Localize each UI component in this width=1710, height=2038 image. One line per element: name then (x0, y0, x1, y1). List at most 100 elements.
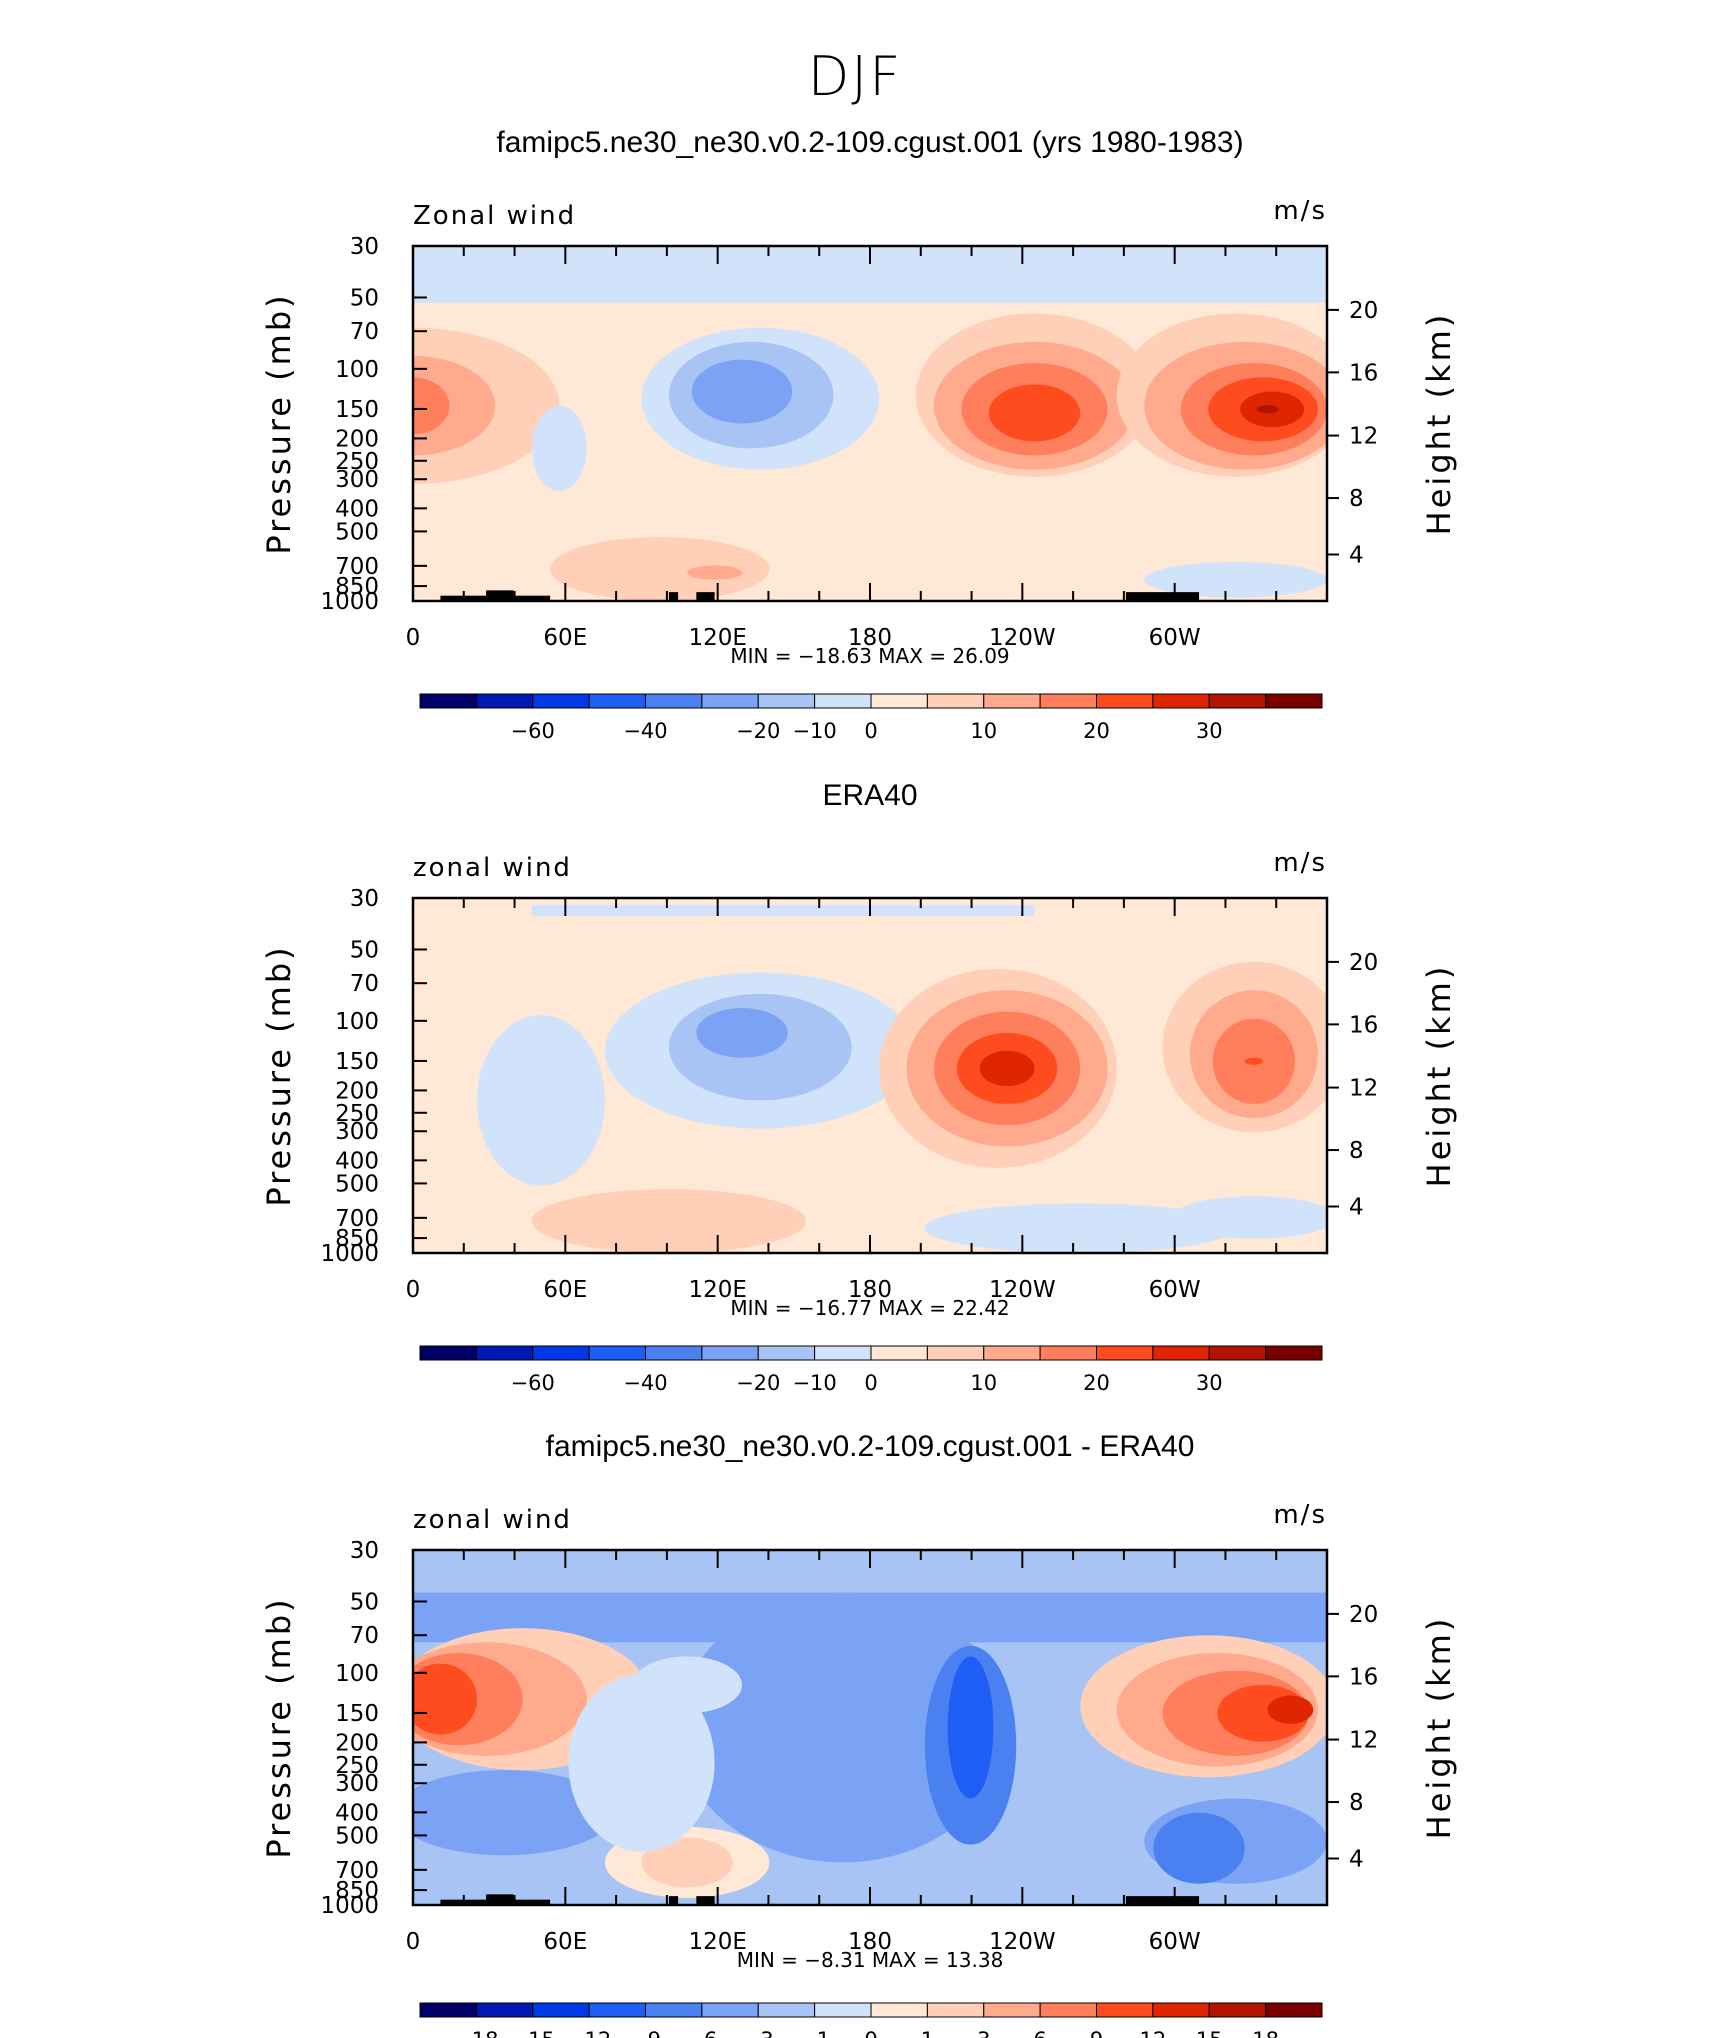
colorbar-swatch (419, 2002, 477, 2018)
contour-band (924, 1203, 1236, 1253)
colorbar-label: 20 (1083, 1371, 1110, 1395)
colorbar-label: 3 (977, 2028, 990, 2038)
colorbar-swatch (1265, 693, 1323, 709)
colorbar-swatch (1096, 1345, 1154, 1361)
contour-band (550, 537, 770, 601)
topography-mask (486, 590, 514, 602)
x-tick-label: 180 (848, 625, 892, 651)
y-tick-label: 1000 (320, 589, 379, 615)
colorbar-label: −15 (511, 2028, 555, 2038)
colorbar-swatch (1265, 1345, 1323, 1361)
topography-mask (668, 1896, 679, 1906)
colorbar: −18 −15 −12 −9 −6 −3 −1 0 1 3 6 9 12 15 18 (419, 2002, 1323, 2038)
colorbar-label: 10 (970, 1371, 997, 1395)
colorbar-label: 10 (970, 719, 997, 743)
colorbar-swatch (419, 693, 477, 709)
colorbar-label: −12 (567, 2028, 611, 2038)
contour-field (413, 898, 1327, 1253)
x-tick-label: 60E (543, 1929, 587, 1955)
x-tick-label: 60W (1149, 625, 1201, 651)
units-label: m/s (1273, 1500, 1327, 1530)
colorbar-label: 30 (1196, 1371, 1223, 1395)
y-right-tick-label: 8 (1349, 486, 1364, 512)
min-max-stats: MIN = −18.63 MAX = 26.09 (730, 644, 1009, 668)
x-tick-label: 0 (406, 1277, 421, 1303)
x-tick-label: 120E (688, 1277, 746, 1303)
contour-band (413, 356, 496, 456)
y-tick-label: 150 (335, 397, 379, 423)
y-tick-label: 30 (350, 886, 379, 912)
contour-band (1153, 1812, 1245, 1884)
y-tick-label: 200 (335, 1078, 379, 1104)
colorbar-swatch (1096, 693, 1154, 709)
y-tick-label: 400 (335, 1148, 379, 1174)
colorbar-swatch (757, 1345, 816, 1361)
y-tick-label: 100 (335, 357, 379, 383)
contour-band (979, 1050, 1035, 1087)
y-tick-label: 300 (335, 467, 379, 493)
x-tick-label: 120E (688, 1929, 746, 1955)
contour-field (413, 246, 1327, 601)
contour-band (568, 1674, 715, 1852)
y-tick-label: 100 (335, 1009, 379, 1035)
y-tick-label: 50 (350, 1589, 379, 1615)
contour-band (531, 405, 587, 491)
colorbar-label: −40 (623, 719, 667, 743)
y-right-tick-label: 20 (1349, 1602, 1378, 1628)
units-label: m/s (1273, 196, 1327, 226)
y-tick-label: 70 (350, 971, 379, 997)
contour-band (947, 1656, 994, 1799)
topography-mask (668, 592, 679, 602)
contour-band (476, 1015, 605, 1186)
y-tick-label: 500 (335, 1171, 379, 1197)
contour-band (1171, 1196, 1327, 1239)
colorbar-swatch (701, 2002, 759, 2018)
x-tick-label: 60E (543, 625, 587, 651)
y-tick-label: 100 (335, 1661, 379, 1687)
colorbar-label: −20 (736, 1371, 780, 1395)
y-tick-label: 250 (335, 449, 379, 475)
colorbar-label: −10 (792, 719, 836, 743)
colorbar-swatch (814, 1345, 872, 1361)
colorbar-swatch (757, 693, 816, 709)
contour-band (1267, 1695, 1314, 1724)
x-tick-label: 0 (406, 625, 421, 651)
min-max-stats: MIN = −16.77 MAX = 22.42 (730, 1296, 1009, 1320)
contour-band (413, 1770, 615, 1856)
y-right-tick-label: 8 (1349, 1138, 1364, 1164)
x-tick-label: 180 (848, 1277, 892, 1303)
y-tick-label: 500 (335, 519, 379, 545)
colorbar-swatch (419, 1345, 477, 1361)
contour-band (1256, 405, 1279, 414)
y-tick-label: 400 (335, 1800, 379, 1826)
colorbar-swatch (870, 693, 928, 709)
contour-band (696, 1008, 788, 1058)
y-tick-label: 70 (350, 319, 379, 345)
topography-mask (1125, 1896, 1200, 1906)
y-tick-label: 700 (335, 554, 379, 580)
contour-band (1244, 1057, 1264, 1065)
x-tick-label: 120W (989, 1277, 1056, 1303)
colorbar-swatch (814, 2002, 872, 2018)
colorbar-swatch (588, 2002, 646, 2018)
y-right-tick-label: 12 (1349, 1728, 1378, 1754)
contour-band (691, 359, 793, 424)
y-tick-label: 250 (335, 1753, 379, 1779)
contour-band (687, 565, 743, 580)
y-right-axis-label: Height (km) (1420, 1616, 1458, 1840)
y-tick-label: 200 (335, 426, 379, 452)
variable-label: Zonal wind (413, 201, 576, 231)
y-axis-label: Pressure (mb) (260, 944, 298, 1206)
x-tick-label: 180 (848, 1929, 892, 1955)
panel-title: famipc5.ne30_ne30.v0.2-109.cgust.001 - E… (546, 1430, 1195, 1463)
topography-mask (696, 592, 715, 602)
contour-band (678, 1592, 1008, 1863)
colorbar-swatch (475, 1345, 534, 1361)
colorbar-swatch (983, 2002, 1041, 2018)
colorbar-swatch (701, 693, 759, 709)
colorbar-swatch (588, 1345, 646, 1361)
y-tick-label: 200 (335, 1730, 379, 1756)
colorbar-swatch (475, 693, 534, 709)
